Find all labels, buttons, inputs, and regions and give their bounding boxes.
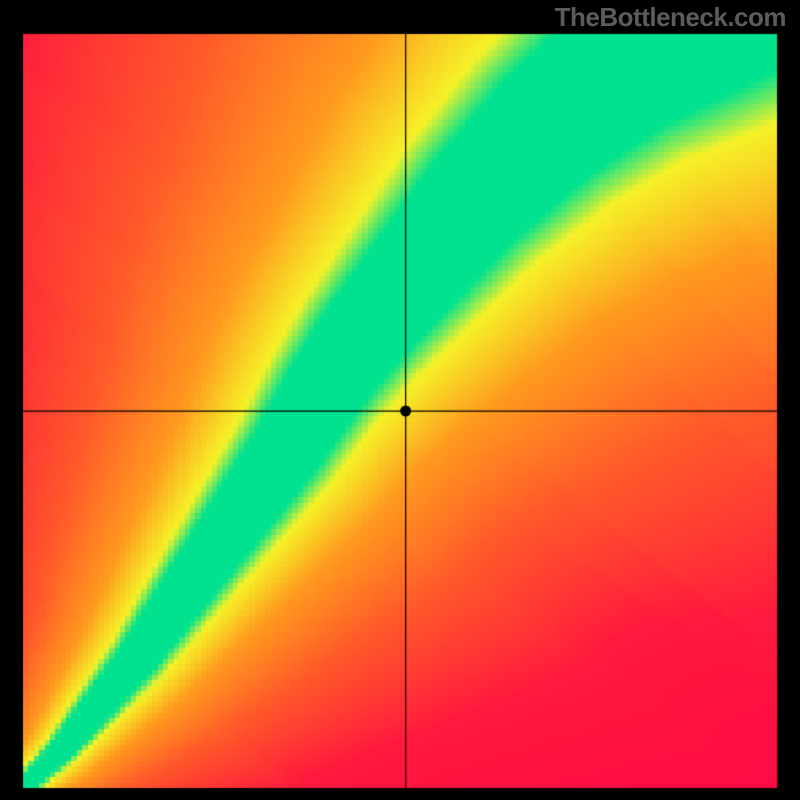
crosshair-overlay: [0, 0, 800, 800]
watermark-text: TheBottleneck.com: [555, 2, 786, 33]
